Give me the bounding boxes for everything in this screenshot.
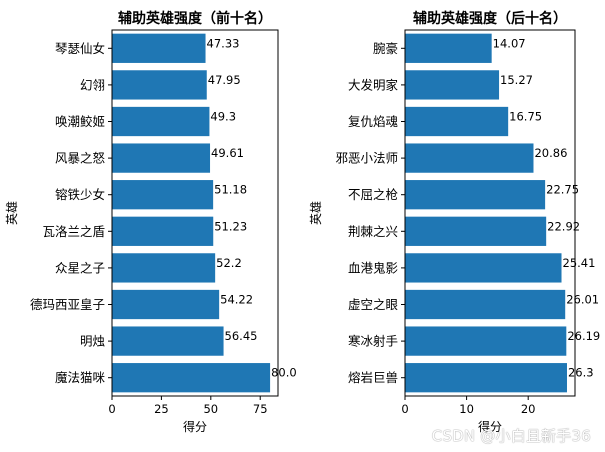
ytick-label-bottom10-3: 复仇焰魂 <box>348 114 398 129</box>
bar-top10-10 <box>112 363 271 393</box>
value-label-bottom10-5: 22.75 <box>546 183 579 197</box>
bar-top10-9 <box>112 326 224 356</box>
ytick-label-top10-6: 瓦洛兰之盾 <box>42 224 105 239</box>
value-label-top10-8: 54.22 <box>220 293 253 307</box>
bar-top10-6 <box>112 216 214 246</box>
value-label-bottom10-2: 15.27 <box>500 73 533 87</box>
bar-bottom10-2 <box>405 70 500 100</box>
ytick-label-top10-5: 镕铁少女 <box>55 187 105 202</box>
chart-title-top10: 辅助英雄强度（前十名） <box>118 10 272 27</box>
bar-bottom10-7 <box>405 253 562 283</box>
value-label-bottom10-8: 26.01 <box>566 293 599 307</box>
bar-bottom10-6 <box>405 216 547 246</box>
ytick-label-bottom10-6: 荆棘之兴 <box>348 224 398 239</box>
chart-title-bottom10: 辅助英雄强度（后十名） <box>413 10 567 27</box>
bar-top10-3 <box>112 106 210 137</box>
value-label-top10-7: 52.2 <box>216 256 242 270</box>
value-label-bottom10-9: 26.19 <box>567 329 600 343</box>
value-label-bottom10-7: 25.41 <box>563 256 596 270</box>
ytick-label-top10-4: 风暴之怒 <box>55 151 106 166</box>
value-label-top10-5: 51.18 <box>214 183 247 197</box>
value-label-top10-9: 56.45 <box>225 329 258 343</box>
xtick-label-top10-1: 0 <box>108 402 115 416</box>
bar-bottom10-1 <box>405 33 492 63</box>
bar-bottom10-3 <box>405 106 509 137</box>
ytick-label-bottom10-2: 大发明家 <box>348 77 399 92</box>
x-axis-label-bottom10: 得分 <box>478 419 502 434</box>
bar-top10-2 <box>112 70 207 100</box>
watermark: CSDN @小白且新手36 <box>431 427 591 445</box>
bar-top10-5 <box>112 180 214 210</box>
ytick-label-top10-3: 唤潮鲛姬 <box>55 114 105 129</box>
ytick-label-bottom10-7: 血港鬼影 <box>348 260 399 275</box>
bar-bottom10-9 <box>405 326 567 356</box>
ytick-label-top10-1: 琴瑟仙女 <box>55 41 105 56</box>
y-axis-label-bottom10: 英雄 <box>308 201 323 225</box>
ytick-label-bottom10-10: 熔岩巨兽 <box>348 370 398 385</box>
ytick-label-top10-10: 魔法猫咪 <box>55 370 106 385</box>
xtick-label-bottom10-1: 0 <box>401 402 408 416</box>
y-axis-label-top10: 英雄 <box>4 201 19 225</box>
value-label-top10-2: 47.95 <box>208 73 241 87</box>
value-label-bottom10-3: 16.75 <box>509 110 542 124</box>
bar-bottom10-4 <box>405 143 534 173</box>
value-label-bottom10-4: 20.86 <box>534 146 567 160</box>
bar-bottom10-10 <box>405 363 567 393</box>
xtick-label-top10-2: 25 <box>154 402 169 416</box>
x-axis-label-top10: 得分 <box>183 419 207 434</box>
value-label-top10-3: 49.3 <box>210 110 236 124</box>
value-label-top10-6: 51.23 <box>214 219 247 233</box>
ytick-label-bottom10-9: 寒冰射手 <box>348 334 398 349</box>
bar-top10-8 <box>112 289 220 320</box>
ytick-label-top10-2: 幻翎 <box>80 77 105 92</box>
xtick-label-top10-4: 75 <box>253 402 268 416</box>
value-label-bottom10-1: 14.07 <box>493 36 526 50</box>
value-label-top10-4: 49.61 <box>211 146 244 160</box>
axes-frame-top10 <box>111 29 279 397</box>
axes-frame-bottom10 <box>404 29 576 397</box>
xtick-label-bottom10-3: 20 <box>521 402 536 416</box>
ytick-label-top10-9: 明烛 <box>80 334 106 349</box>
xtick-label-bottom10-2: 10 <box>459 402 474 416</box>
value-label-top10-1: 47.33 <box>207 36 240 50</box>
xtick-label-top10-3: 50 <box>203 402 218 416</box>
ytick-label-bottom10-1: 腕豪 <box>373 41 398 56</box>
ytick-label-bottom10-5: 不屈之枪 <box>348 187 399 202</box>
ytick-label-bottom10-4: 邪恶小法师 <box>335 151 398 166</box>
bar-top10-1 <box>112 33 206 63</box>
ytick-label-top10-7: 众星之子 <box>55 260 105 275</box>
value-label-bottom10-10: 26.3 <box>568 366 594 380</box>
value-label-top10-10: 80.0 <box>271 366 297 380</box>
value-label-bottom10-6: 22.92 <box>547 219 580 233</box>
bar-top10-4 <box>112 143 211 173</box>
bar-bottom10-5 <box>405 180 546 210</box>
ytick-label-bottom10-8: 虚空之眼 <box>348 297 399 312</box>
bar-top10-7 <box>112 253 216 283</box>
bar-bottom10-8 <box>405 289 566 320</box>
ytick-label-top10-8: 德玛西亚皇子 <box>30 297 105 312</box>
